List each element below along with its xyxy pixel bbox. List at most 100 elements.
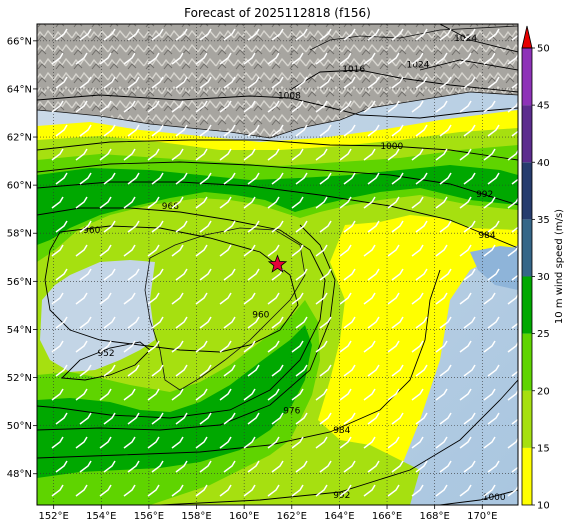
wind-barb xyxy=(507,341,518,353)
wind-barb xyxy=(199,460,212,473)
wind-barb xyxy=(195,340,208,353)
wind-barb xyxy=(483,388,496,401)
wind-barb xyxy=(507,245,518,257)
wind-barb xyxy=(99,52,112,65)
wind-barb xyxy=(223,124,236,137)
wind-barb xyxy=(51,244,64,257)
wind-barb xyxy=(391,76,404,89)
wind-barb xyxy=(127,364,140,377)
wind-barb xyxy=(247,172,260,185)
wind-barb xyxy=(223,364,236,377)
wind-barb xyxy=(219,436,232,449)
lat-tick-label: 50°N xyxy=(7,421,32,432)
wind-barb xyxy=(199,316,212,329)
wind-barb xyxy=(51,100,64,113)
wind-barb xyxy=(367,364,380,377)
lon-tick-label: 168°E xyxy=(419,511,449,522)
wind-barb xyxy=(415,316,428,329)
wind-barb xyxy=(459,292,472,305)
wind-barb xyxy=(291,388,304,401)
land-siberia xyxy=(37,24,518,138)
wind-barb xyxy=(391,460,404,473)
wind-barb xyxy=(219,52,232,65)
wind-barb xyxy=(487,220,500,233)
wind-barb xyxy=(55,28,68,41)
wind-barb xyxy=(459,436,472,449)
isobar-label: 952 xyxy=(97,349,114,359)
wind-barb xyxy=(487,460,500,473)
wind-barb xyxy=(175,220,188,233)
wind-barb xyxy=(199,28,212,41)
wind-barb xyxy=(435,244,448,257)
wind-barb xyxy=(147,196,160,209)
longitude-axis: 152°E 154°E 156°E 158°E 160°E 162°E 164°E 166°E… xyxy=(38,505,497,522)
wind-barb xyxy=(223,28,236,41)
wind-barb xyxy=(151,220,164,233)
colorbar-tick-label: 45 xyxy=(537,101,550,112)
wind-barb xyxy=(363,196,376,209)
wind-barb xyxy=(147,52,160,65)
colorbar-bin xyxy=(522,48,532,106)
wind-barb xyxy=(195,484,208,497)
colorbar-bin xyxy=(522,276,532,334)
wind-barb xyxy=(511,34,518,41)
wind-barb xyxy=(267,340,280,353)
wind-barb xyxy=(315,340,328,353)
wind-barb xyxy=(483,292,496,305)
wind-barb xyxy=(247,76,260,89)
colorbar-bin xyxy=(522,219,532,277)
wind-barb xyxy=(295,316,308,329)
wind-barb xyxy=(435,388,448,401)
wind-barb xyxy=(219,484,232,497)
wind-barb xyxy=(435,292,448,305)
wind-barb xyxy=(363,340,376,353)
wind-barb xyxy=(415,124,428,137)
wind-barb xyxy=(195,100,208,113)
wind-barb xyxy=(151,268,164,281)
coastline-siberia xyxy=(37,91,518,139)
wind-barb xyxy=(487,172,500,185)
wind-barb xyxy=(243,148,256,161)
wind-barb xyxy=(411,388,424,401)
graticule xyxy=(37,24,518,505)
wind-barb xyxy=(367,220,380,233)
isobar-992 xyxy=(37,161,518,206)
wind-barb xyxy=(363,148,376,161)
lat-tick-label: 62°N xyxy=(7,133,32,144)
wind-barb xyxy=(151,28,164,41)
wind-barb xyxy=(411,244,424,257)
wind-barb xyxy=(247,28,260,41)
wind-barb xyxy=(267,244,280,257)
wind-barb xyxy=(267,484,280,497)
wind-barb xyxy=(75,196,88,209)
isobar-label: 1024 xyxy=(407,60,430,70)
wind-barb xyxy=(247,364,260,377)
wind-barb xyxy=(75,292,88,305)
wind-barb xyxy=(247,316,260,329)
wind-barbs xyxy=(51,28,518,497)
isobar-1008 xyxy=(37,94,518,119)
wind-barb xyxy=(147,148,160,161)
wind-barb xyxy=(315,436,328,449)
wind-barb xyxy=(103,172,116,185)
wind-barb xyxy=(295,460,308,473)
wind-barb xyxy=(411,100,424,113)
wind-barb xyxy=(511,178,518,185)
wind-barb xyxy=(319,460,332,473)
wind-barb xyxy=(339,436,352,449)
colorbar: 10 15 20 25 30 35 40 45 50 10 m wind speed (m/s) xyxy=(521,25,565,512)
wind-barb xyxy=(367,268,380,281)
wind-barb xyxy=(175,76,188,89)
colorbar-tick-label: 15 xyxy=(537,443,550,454)
wind-barb xyxy=(171,436,184,449)
wind-barb xyxy=(411,340,424,353)
wind-barb xyxy=(295,76,308,89)
wind-barb xyxy=(387,100,400,113)
wind-barb xyxy=(507,197,518,209)
wind-barb xyxy=(507,293,518,305)
wind-barb xyxy=(103,412,116,425)
wind-barb xyxy=(247,268,260,281)
wind-barb xyxy=(247,412,260,425)
wind-barb xyxy=(511,370,518,377)
wind-barb xyxy=(315,244,328,257)
